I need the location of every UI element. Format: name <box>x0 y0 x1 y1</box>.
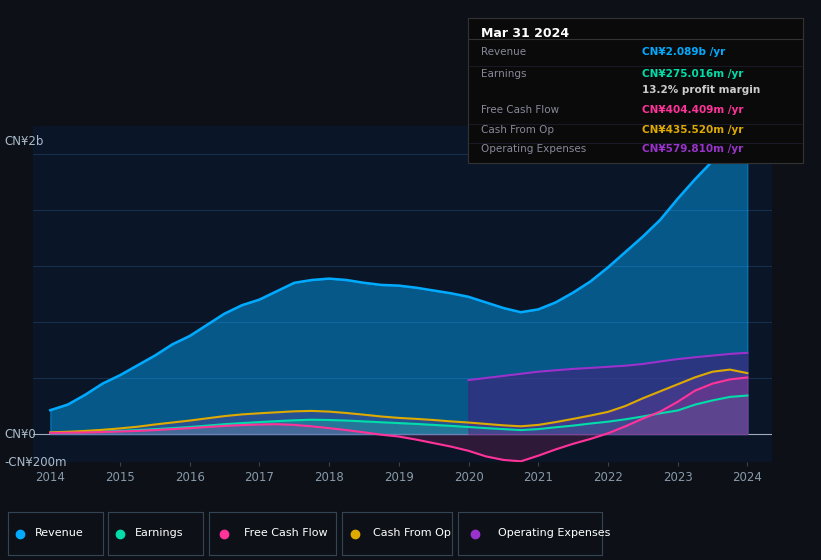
Text: CN¥579.810m /yr: CN¥579.810m /yr <box>642 144 744 154</box>
Text: Revenue: Revenue <box>34 529 84 539</box>
Text: Earnings: Earnings <box>135 529 183 539</box>
Text: Cash From Op: Cash From Op <box>373 529 451 539</box>
Text: CN¥2.089b /yr: CN¥2.089b /yr <box>642 47 726 57</box>
Text: CN¥435.520m /yr: CN¥435.520m /yr <box>642 124 744 134</box>
Text: Operating Expenses: Operating Expenses <box>481 144 587 154</box>
Text: Free Cash Flow: Free Cash Flow <box>481 105 560 115</box>
Text: CN¥2b: CN¥2b <box>4 136 44 148</box>
Text: 13.2% profit margin: 13.2% profit margin <box>642 86 760 95</box>
Text: CN¥404.409m /yr: CN¥404.409m /yr <box>642 105 744 115</box>
Text: -CN¥200m: -CN¥200m <box>4 455 67 469</box>
Text: Operating Expenses: Operating Expenses <box>498 529 611 539</box>
Text: Mar 31 2024: Mar 31 2024 <box>481 27 570 40</box>
Text: Earnings: Earnings <box>481 69 527 79</box>
Text: CN¥275.016m /yr: CN¥275.016m /yr <box>642 69 744 79</box>
Text: Revenue: Revenue <box>481 47 526 57</box>
Text: Cash From Op: Cash From Op <box>481 124 554 134</box>
Text: CN¥0: CN¥0 <box>4 427 36 441</box>
Text: Free Cash Flow: Free Cash Flow <box>244 529 328 539</box>
